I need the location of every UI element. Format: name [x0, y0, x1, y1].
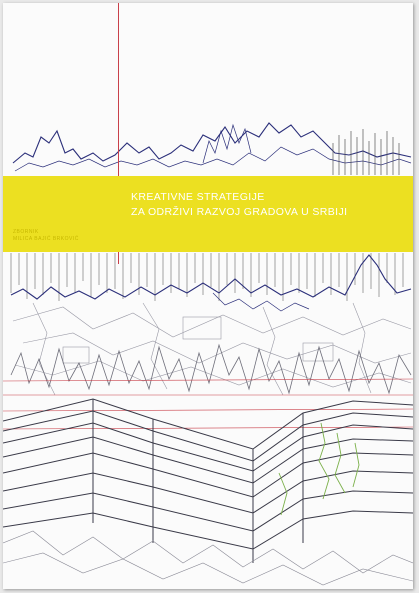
title-line-1: KREATIVNE STRATEGIJE	[131, 191, 265, 203]
upper-skyline-sketch	[12, 122, 412, 172]
vertical-red-rule-lower	[118, 252, 119, 264]
title-band	[3, 176, 413, 252]
book-cover: KREATIVNE STRATEGIJE ZA ODRŽIVI RAZVOJ G…	[3, 3, 413, 589]
vertical-red-rule	[118, 3, 119, 176]
title-line-2: ZA ODRŽIVI RAZVOJ GRADOVA U SRBIJI	[131, 206, 348, 218]
green-accent-strokes	[278, 422, 360, 516]
lower-skyline-sketch	[10, 254, 412, 312]
lower-vertical-hatching	[10, 253, 404, 301]
cover-author: ZBORNIK MILICA BAJIĆ BRKOVIĆ	[13, 229, 79, 243]
jagged-graph-line	[10, 343, 412, 395]
author-line-2: MILICA BAJIĆ BRKOVIĆ	[13, 236, 79, 242]
red-horizontal-lines	[3, 378, 413, 430]
section-strata-lines	[3, 398, 413, 563]
cover-title: KREATIVNE STRATEGIJE ZA ODRŽIVI RAZVOJ G…	[131, 190, 347, 220]
author-line-1: ZBORNIK	[13, 229, 39, 235]
cover-artwork	[3, 122, 413, 586]
lower-jitter-lines	[3, 530, 413, 586]
upper-vertical-strokes	[332, 129, 400, 175]
